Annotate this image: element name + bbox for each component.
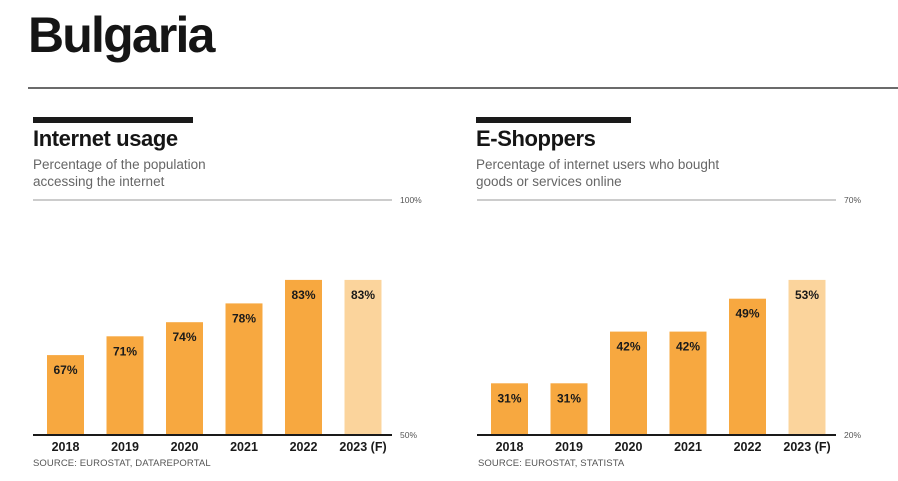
bar (344, 279, 382, 435)
bar (106, 336, 144, 435)
x-tick-label: 2019 (111, 440, 139, 454)
panel-subtitle: Percentage of internet users who bought … (476, 156, 719, 190)
e-shoppers-chart: 70% 31% 2018 31% 2019 42% 2020 42% 2021 49% 2022 53… (477, 195, 861, 454)
x-tick-label: 2021 (230, 440, 258, 454)
bar-value-label: 67% (53, 363, 77, 377)
page-title: Bulgaria (28, 7, 215, 63)
x-tick-label: 2023 (F) (783, 440, 830, 454)
scale-min-label: 50% (400, 430, 417, 440)
bar-value-label: 42% (676, 340, 700, 354)
bar-value-label: 42% (616, 340, 640, 354)
source-note: SOURCE: EUROSTAT, STATISTA (478, 458, 625, 469)
bar-value-label: 49% (735, 307, 759, 321)
bar (225, 303, 263, 435)
panel-accent-bar (33, 117, 193, 123)
x-tick-label: 2020 (615, 440, 643, 454)
subtitle-line: Percentage of the population (33, 157, 206, 172)
bar (166, 322, 203, 435)
subtitle-line: accessing the internet (33, 174, 165, 189)
bar (491, 383, 528, 435)
bar (669, 331, 707, 435)
scale-max-label: 100% (400, 195, 422, 205)
title-divider (28, 87, 898, 89)
x-tick-label: 2020 (171, 440, 199, 454)
bar-value-label: 31% (557, 391, 581, 405)
x-tick-label: 2023 (F) (339, 440, 386, 454)
source-note: SOURCE: EUROSTAT, DATAREPORTAL (33, 458, 211, 469)
bar (788, 279, 826, 435)
bar-value-label: 53% (795, 288, 819, 302)
x-tick-label: 2022 (290, 440, 318, 454)
x-tick-label: 2022 (734, 440, 762, 454)
bar (550, 383, 588, 435)
internet-usage-chart: 100% 67% 2018 71% 2019 74% 2020 78% 2021 83% 2022 8… (33, 195, 422, 454)
x-tick-label: 2018 (496, 440, 524, 454)
panel-title: Internet usage (33, 126, 178, 151)
subtitle-line: Percentage of internet users who bought (476, 157, 720, 172)
panel-subtitle: Percentage of the population accessing t… (33, 156, 206, 190)
panel-accent-bar (476, 117, 631, 123)
bar-value-label: 71% (113, 344, 137, 358)
x-tick-label: 2021 (674, 440, 702, 454)
x-tick-label: 2018 (52, 440, 80, 454)
subtitle-line: goods or services online (476, 174, 622, 189)
bar (610, 331, 647, 435)
bar (729, 298, 766, 435)
bar-value-label: 74% (172, 330, 196, 344)
bar-value-label: 78% (232, 311, 256, 325)
panel-title: E-Shoppers (476, 126, 596, 151)
bar-value-label: 83% (291, 288, 315, 302)
bar (47, 355, 84, 435)
bar-value-label: 83% (351, 288, 375, 302)
scale-max-label: 70% (844, 195, 861, 205)
bar (285, 279, 322, 435)
scale-min-label: 20% (844, 430, 861, 440)
x-tick-label: 2019 (555, 440, 583, 454)
bar-value-label: 31% (497, 391, 521, 405)
